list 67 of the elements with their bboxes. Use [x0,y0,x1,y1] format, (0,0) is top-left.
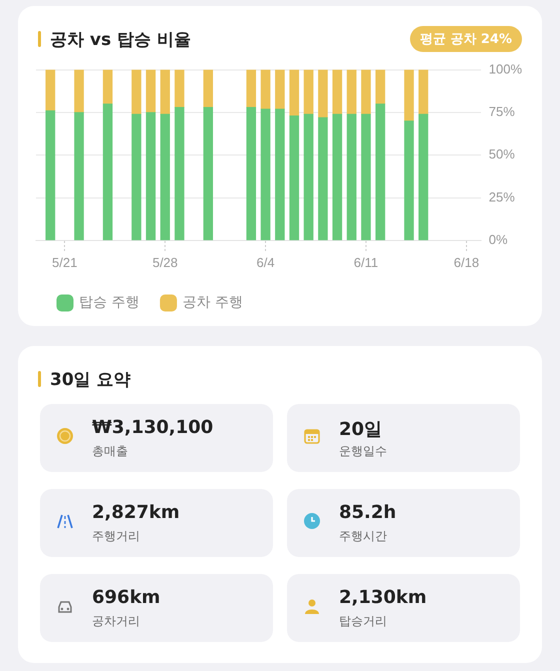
bar [102,70,113,104]
bar [289,70,300,116]
bar [160,114,170,240]
bar [361,114,371,240]
bar [132,114,142,240]
bar [203,70,213,108]
x-tick-label: 5/28 [152,254,178,270]
x-tick-label: 5/21 [52,254,78,270]
bar [246,70,256,108]
text: ₩3,130,100 [92,417,214,438]
y-tick-label: 50% [488,146,516,162]
bar [260,108,270,240]
bar [174,70,184,108]
y-tick-label: 0% [488,232,508,247]
text: 696km [92,587,160,608]
bar [46,70,56,112]
bar [418,114,428,240]
bar [346,70,356,114]
bar [260,70,270,110]
bar [146,112,156,240]
y-tick-label: 100% [488,61,522,76]
text: 85.2h [339,502,396,523]
bar [289,116,300,240]
bar [318,117,328,240]
text: 주행시간 [339,528,387,545]
bar [375,104,386,240]
bar [174,107,184,240]
text: 총매출 [92,443,128,460]
chart-title: 공차 vs 탑승 비율 [38,28,191,51]
text: 주행거리 [92,528,140,545]
legend-label: 탑승 주행 [79,294,140,311]
bar [346,114,356,240]
bar [132,70,142,114]
legend-label: 공차 주행 [182,294,243,311]
text: 운행일수 [339,443,387,460]
bar [146,70,156,113]
text: 탑승거리 [339,613,387,630]
bar [203,107,213,240]
bar [318,70,328,118]
bar [361,70,371,114]
bar [74,70,84,113]
bar [304,70,314,114]
text: 30일 요약 [38,368,131,391]
bar [74,112,84,240]
bar [46,110,56,240]
bar [404,120,414,240]
bar [332,70,342,114]
text: 평균 공차 24% [410,26,522,52]
bar [375,70,386,104]
bar [102,104,113,240]
y-tick-label: 25% [488,189,516,204]
text: 공차거리 [92,613,140,630]
text: 20일 [339,418,382,441]
bar [304,114,314,240]
bar [404,70,414,122]
x-tick-label: 6/11 [354,254,378,270]
text: 2,827km [92,502,180,523]
bar [246,107,256,240]
bar [418,70,428,114]
bar [275,70,285,110]
bar [332,114,342,240]
x-tick-label: 6/4 [256,254,275,270]
y-tick-label: 75% [488,104,516,120]
bar [160,70,170,114]
text: 2,130km [339,587,427,608]
bar [275,108,285,240]
x-tick-label: 6/18 [454,254,480,270]
